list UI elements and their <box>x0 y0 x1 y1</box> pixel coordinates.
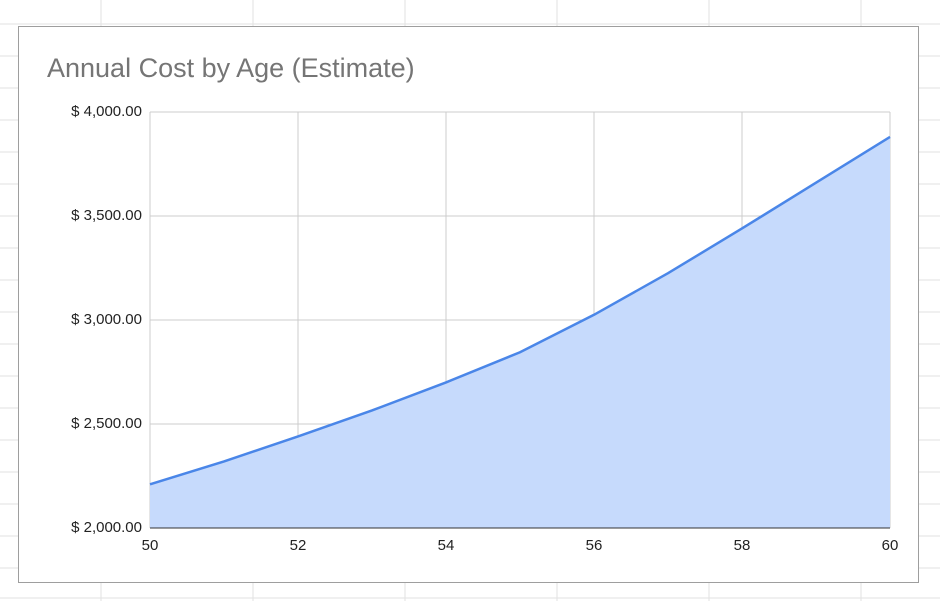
x-tick-label: 50 <box>142 537 159 554</box>
x-tick-label: 56 <box>586 537 603 554</box>
area-fill <box>150 136 890 528</box>
x-tick-label: 54 <box>438 537 455 554</box>
chart-title: Annual Cost by Age (Estimate) <box>47 53 415 83</box>
area-line <box>149 135 891 486</box>
x-tick-label: 58 <box>734 537 751 554</box>
plot: $ 2,000.00 $ 2,500.00 $ 3,000.00 $ 3,500.00… <box>71 103 898 554</box>
y-tick-label: $ 2,500.00 <box>71 415 142 432</box>
y-tick-label: $ 2,000.00 <box>71 519 142 536</box>
x-tick-label: 52 <box>290 537 307 554</box>
x-tick-label: 60 <box>882 537 899 554</box>
y-tick-label: $ 4,000.00 <box>71 103 142 120</box>
y-tick-label: $ 3,000.00 <box>71 311 142 328</box>
y-tick-label: $ 3,500.00 <box>71 207 142 224</box>
